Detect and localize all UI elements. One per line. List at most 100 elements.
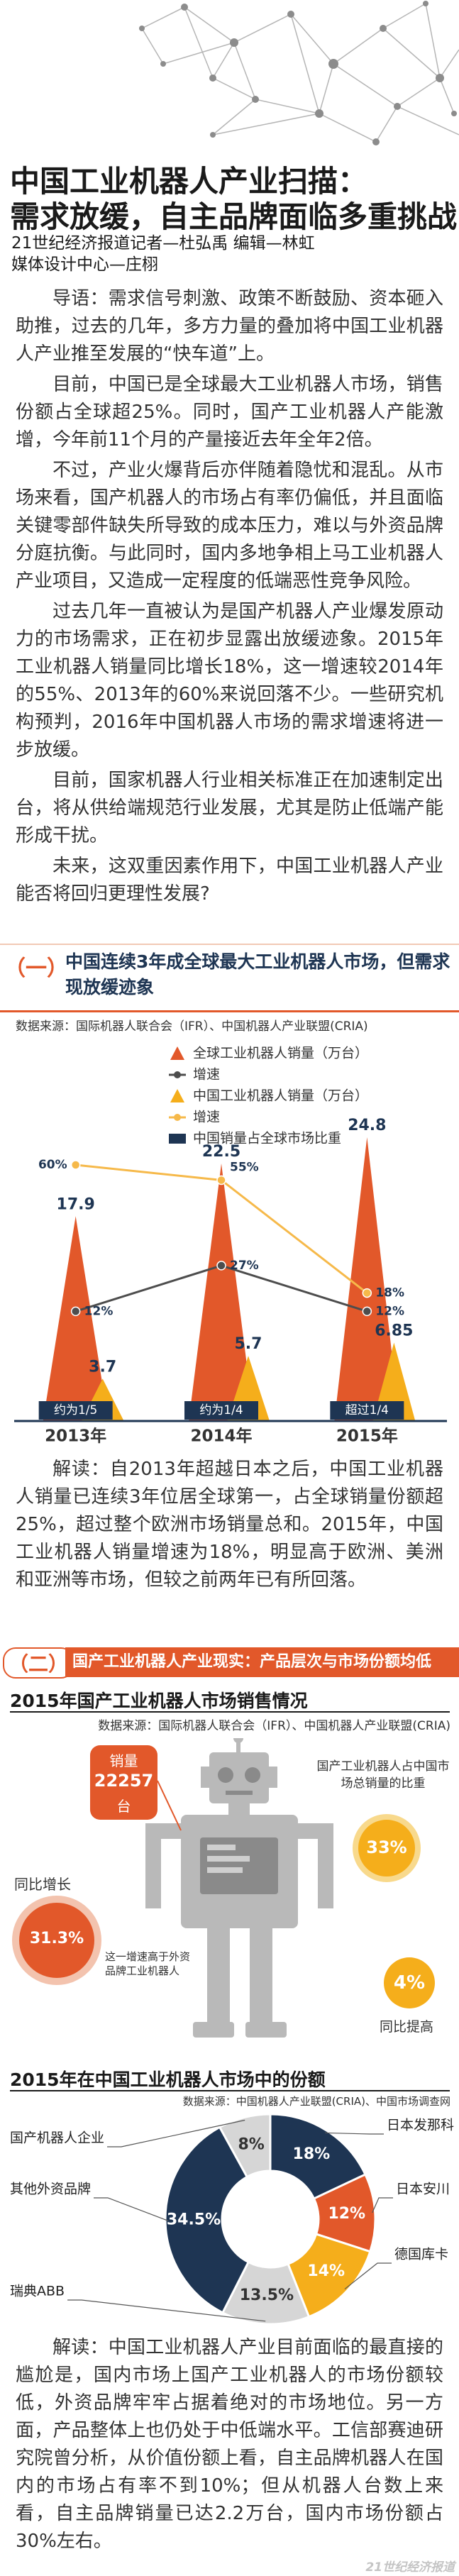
value-label: 12%	[328, 2205, 365, 2223]
intro: 导语：需求信号刺激、政策不断鼓励、资本砸入助推，过去的几年，多方力量的叠加将中国…	[16, 285, 443, 911]
value-label: 12%	[84, 1304, 114, 1318]
value-label: 13.5%	[240, 2287, 294, 2304]
section-heading: 国产工业机器人产业现实：产品层次与市场份额均低	[65, 1647, 459, 1677]
paragraph: 过去几年一直被认为是国产机器人产业爆发原动力的市场需求，正在初步显露出放缓迹象。…	[16, 601, 443, 761]
legend-marker	[170, 1089, 184, 1102]
legend-label: 增速	[193, 1110, 220, 1125]
share-value: 33%	[366, 1837, 407, 1857]
chart-title: 2015年在中国工业机器人市场中的份额	[10, 2069, 326, 2090]
legend-marker	[169, 1134, 186, 1144]
growth-label: 同比增长	[14, 1876, 71, 1893]
share-change: 4%	[393, 1972, 426, 1994]
donut-segment	[218, 2113, 272, 2179]
category-label: 其他外资品牌	[10, 2182, 91, 2197]
leader-line	[107, 2119, 245, 2147]
growth-value: 31.3%	[29, 1930, 84, 1947]
robot-graphic	[12, 1738, 435, 2038]
x-tick-label: 2013年	[45, 1427, 106, 1446]
header-decoration	[139, 1, 459, 145]
legend-label: 全球工业机器人销量（万台）	[193, 1046, 368, 1061]
share-change-label: 同比提高	[380, 2019, 434, 2035]
value-label: 18%	[293, 2145, 331, 2163]
paragraph: 解读：自2013年超越日本之后，中国工业机器人销量已连续3年位居全球第一，占全球…	[16, 1459, 443, 1591]
title: 需求放缓，自主品牌面临多重挑战	[10, 199, 458, 234]
paragraph: 解读：中国工业机器人产业目前面临的最直接的尴尬是，国内市场上国产工业机器人的市场…	[16, 2337, 443, 2552]
triangle-bar	[189, 1163, 254, 1421]
value-label: 27%	[230, 1259, 259, 1273]
growth-point	[216, 1261, 226, 1271]
legend-label: 中国工业机器人销量（万台）	[193, 1088, 368, 1104]
value-label: 5.7	[235, 1335, 262, 1353]
category-label: 日本发那科	[387, 2118, 454, 2133]
value-label: 22.5	[202, 1143, 240, 1161]
share-label: 约为1/4	[199, 1403, 243, 1417]
value-label: 24.8	[348, 1117, 386, 1134]
section-number: （二）	[3, 1647, 74, 1679]
rule	[10, 2090, 450, 2091]
x-tick-label: 2015年	[336, 1427, 398, 1446]
value-label: 3.7	[89, 1358, 116, 1376]
value-label: 34.5%	[167, 2211, 221, 2229]
value-label: 8%	[238, 2135, 264, 2153]
title: 中国工业机器人产业扫描：	[10, 164, 368, 199]
paragraph: 目前，中国已是全球最大工业机器人市场，销售份额占全球超25%。同时，国产工业机器…	[16, 374, 443, 450]
share-text: 国产工业机器人占中国市场总销量的比重	[316, 1759, 450, 1791]
share-label: 超过1/4	[345, 1403, 389, 1417]
donut-segment	[164, 2126, 250, 2314]
rule	[10, 1711, 450, 1713]
value-label: 14%	[307, 2262, 345, 2280]
source: 数据来源：国际机器人联合会（IFR）、中国机器人产业联盟(CRIA)	[98, 1719, 450, 1733]
legend-marker	[174, 1071, 181, 1078]
paragraph: 目前，国家机器人行业相关标准正在加速制定出台，将从供给端规范行业发展，尤其是防止…	[16, 770, 443, 846]
value-label: 18%	[375, 1286, 404, 1300]
sales-unit: 台	[116, 1798, 131, 1815]
category-label: 德国库卡	[394, 2247, 448, 2262]
byline: 媒体设计中心—庄栩	[11, 255, 158, 274]
source: 数据来源：国际机器人联合会（IFR）、中国机器人产业联盟(CRIA)	[16, 1019, 368, 1034]
legend-label: 增速	[193, 1067, 220, 1083]
section-heading: 中国连续3年成全球最大工业机器人市场，但需求现放缓迹象	[65, 951, 450, 997]
sales-value: 22257	[94, 1771, 154, 1791]
value-label: 12%	[375, 1304, 404, 1318]
legend-marker	[174, 1114, 181, 1121]
growth-point	[70, 1160, 81, 1170]
subtitle: 2015年国产工业机器人市场销售情况	[10, 1691, 308, 1711]
note: 解读：自2013年超越日本之后，中国工业机器人销量已连续3年位居全球第一，占全球…	[16, 1456, 443, 1597]
share-box	[330, 1401, 404, 1420]
category-label: 国产机器人企业	[10, 2130, 104, 2146]
legend-marker	[170, 1046, 184, 1060]
chart: 全球工业机器人销量（万台）增速中国工业机器人销量（万台）增速中国销量占全球市场比…	[14, 1046, 447, 1446]
paragraph: 导语：需求信号刺激、政策不断鼓励、资本砸入助推，过去的几年，多方力量的叠加将中国…	[16, 288, 443, 365]
triangle-bar	[334, 1137, 400, 1421]
category-label: 日本安川	[396, 2182, 450, 2197]
sales-label: 销量	[109, 1752, 138, 1769]
leader-line	[344, 2262, 392, 2290]
donut-segment	[269, 2113, 367, 2201]
leader-line	[67, 2299, 266, 2322]
value-label: 6.85	[375, 1322, 413, 1340]
share-box	[38, 1401, 113, 1420]
growth-point	[362, 1306, 372, 1317]
share-label: 约为1/5	[54, 1403, 97, 1417]
legend-label: 中国销量占全球市场比重	[193, 1131, 341, 1146]
category-label: 瑞典ABB	[10, 2284, 65, 2299]
growth-point	[216, 1175, 226, 1185]
source: 数据来源：中国机器人产业联盟(CRIA)、中国市场调查网	[182, 2095, 450, 2108]
paragraph: 不过，产业火爆背后亦伴随着隐忧和混乱。从市场来看，国产机器人的市场占有率仍偏低，…	[16, 460, 443, 592]
share-box	[184, 1401, 258, 1420]
section-header	[0, 944, 459, 1012]
value-label: 60%	[38, 1158, 67, 1172]
byline: 21世纪经济报道记者—杜弘禹 编辑—林虹	[11, 234, 315, 253]
triangle-bar	[43, 1216, 109, 1421]
leader-line	[94, 2197, 169, 2221]
section-number: （一）	[4, 956, 68, 981]
leader-line	[325, 2132, 384, 2135]
note: 解读：中国工业机器人产业目前面临的最直接的尴尬是，国内市场上国产工业机器人的市场…	[16, 2334, 443, 2558]
growth-point	[362, 1288, 372, 1298]
paragraph: 未来，这双重因素作用下，中国工业机器人产业能否将回归更理性发展?	[16, 856, 443, 905]
growth-point	[70, 1306, 81, 1317]
value-label: 17.9	[57, 1195, 95, 1213]
x-tick-label: 2014年	[190, 1427, 252, 1446]
leader-line	[372, 2197, 393, 2213]
